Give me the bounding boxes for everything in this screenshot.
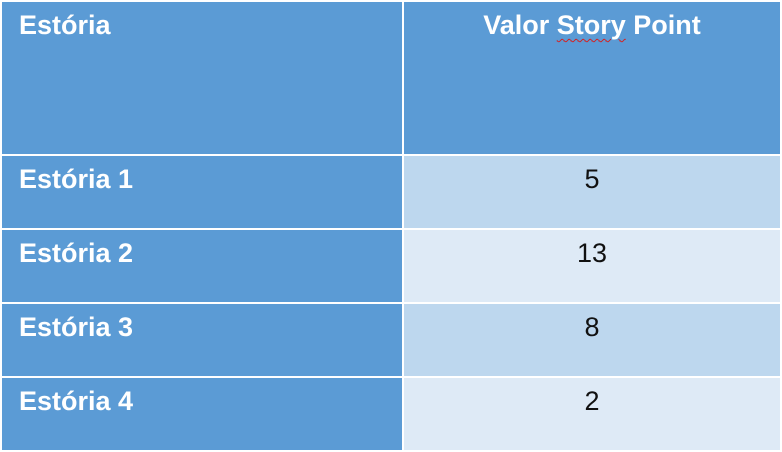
- header-point-text: Point: [625, 10, 701, 40]
- header-estoria: Estória: [0, 0, 404, 156]
- row-name-cell: Estória 1: [0, 154, 404, 230]
- header-valor-text: Valor: [483, 10, 557, 40]
- header-story-word-spellcheck: Story: [556, 10, 626, 40]
- table-row: Estória 1 5: [0, 154, 782, 230]
- table-row: Estória 2 13: [0, 228, 782, 304]
- row-name-cell: Estória 2: [0, 228, 404, 304]
- row-value-cell: 13: [402, 228, 782, 304]
- row-value-cell: 2: [402, 376, 782, 452]
- table-header-row: Estória Valor Story Point: [0, 0, 782, 156]
- table-row: Estória 4 2: [0, 376, 782, 452]
- row-value-cell: 8: [402, 302, 782, 378]
- row-name-cell: Estória 4: [0, 376, 404, 452]
- row-value-cell: 5: [402, 154, 782, 230]
- table-row: Estória 3 8: [0, 302, 782, 378]
- header-valor-story-point: Valor Story Point: [402, 0, 782, 156]
- row-name-cell: Estória 3: [0, 302, 404, 378]
